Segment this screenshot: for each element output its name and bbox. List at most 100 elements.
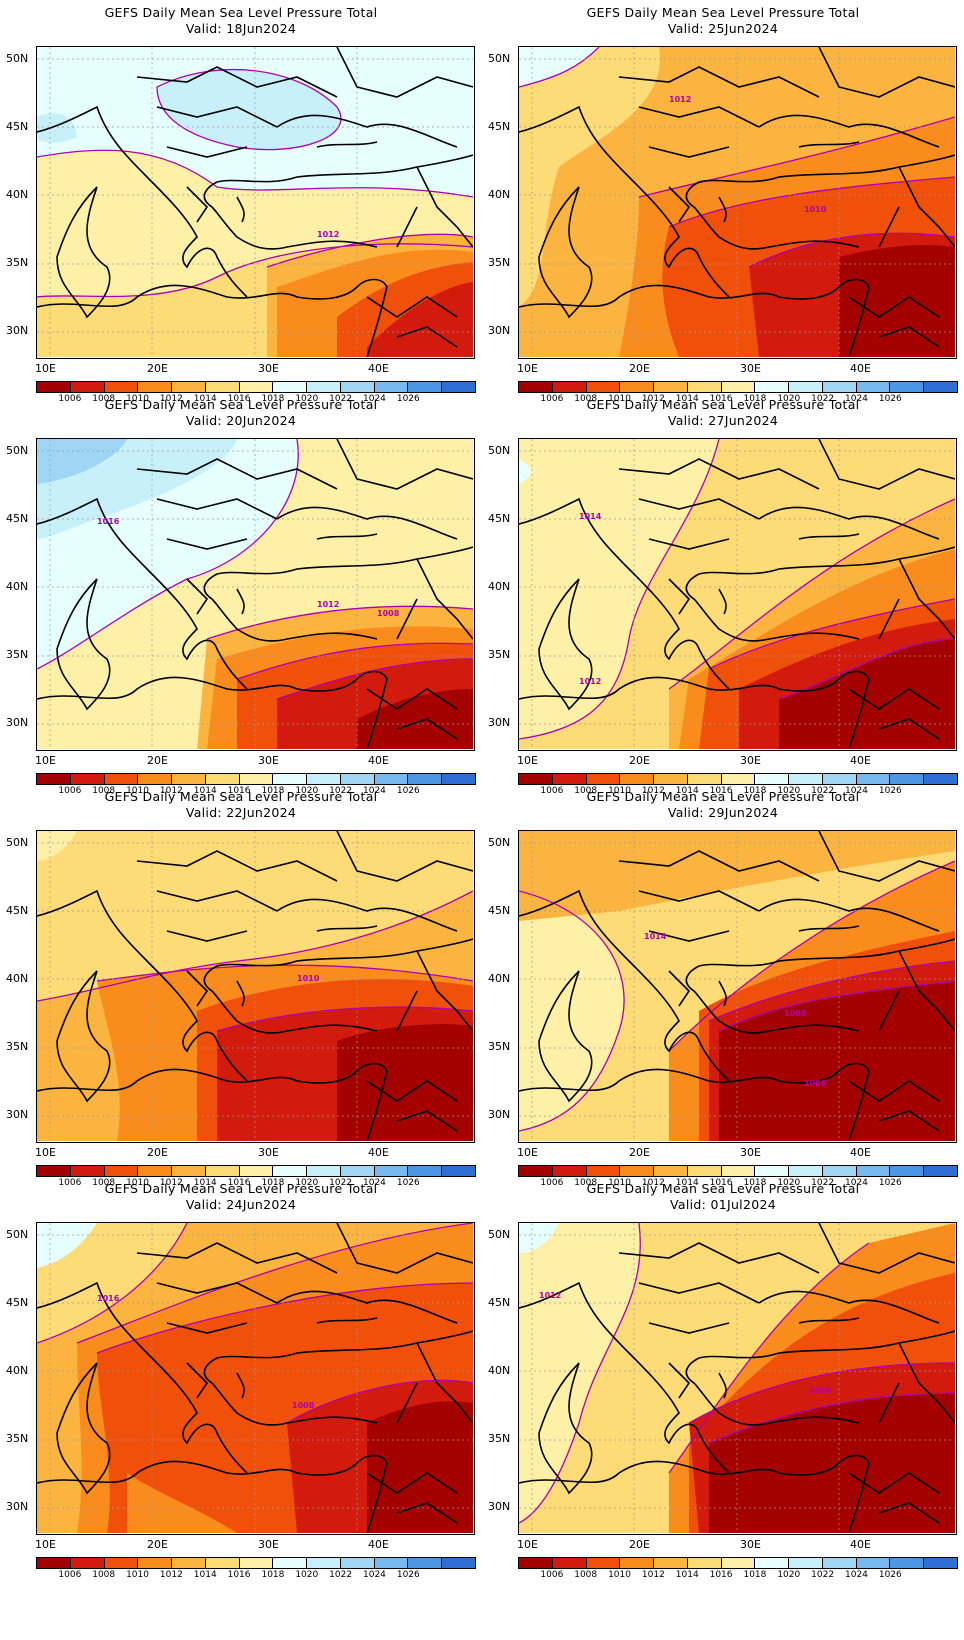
coastline-border: [618, 1242, 820, 1274]
coastline-border: [878, 206, 900, 248]
latitude-label: 50N: [6, 1228, 29, 1241]
colorbar-swatch: [654, 1558, 688, 1568]
coastline-border: [37, 1281, 248, 1474]
panel-title: GEFS Daily Mean Sea Level Pressure Total: [104, 5, 378, 20]
colorbar-swatch: [374, 382, 409, 392]
coastline-border: [216, 154, 473, 183]
coastline-border: [276, 898, 458, 932]
coastline-border: [236, 196, 245, 223]
longitude-label: 40E: [850, 754, 871, 767]
coastline-border: [166, 146, 248, 158]
pressure-map: 1012: [36, 46, 475, 359]
coastline-border: [668, 578, 691, 615]
isobar-line: [76, 1223, 473, 1344]
coastline-border: [186, 186, 209, 223]
coastline-border: [898, 558, 955, 640]
colorbar: [36, 381, 476, 393]
latitude-label: 35N: [6, 648, 29, 661]
coastline-border: [668, 1362, 691, 1399]
colorbar-swatch: [340, 774, 375, 784]
colorbar-label: 1020: [295, 1570, 319, 1580]
isobar-line: [236, 642, 473, 680]
coastline-border: [698, 1330, 955, 1359]
latitude-label: 50N: [488, 444, 511, 457]
pressure-map: 1010: [36, 830, 475, 1143]
colorbar-label: 1026: [878, 1570, 902, 1580]
colorbar-swatch: [822, 1558, 857, 1568]
latitude-label: 30N: [488, 324, 511, 337]
isobar-label: 1014: [644, 932, 667, 941]
colorbar-swatch: [37, 774, 71, 784]
colorbar-swatch: [755, 774, 790, 784]
pressure-fill-region: [779, 639, 955, 749]
colorbar-swatch: [687, 1558, 722, 1568]
latitude-label: 40N: [488, 972, 511, 985]
colorbar-label: 1006: [540, 786, 564, 796]
colorbar-swatch: [890, 382, 925, 392]
coastline-border: [396, 206, 418, 248]
coastline-border: [685, 1357, 860, 1426]
colorbar-swatch: [924, 382, 957, 392]
colorbar: [518, 1165, 958, 1177]
coastline-border: [56, 1362, 111, 1495]
longitude-label: 40E: [850, 1146, 871, 1159]
coastline-border: [848, 1462, 870, 1533]
colorbar-swatch: [239, 774, 274, 784]
isobar-line: [519, 47, 600, 88]
isobar-line: [718, 980, 955, 1032]
coastline-border: [798, 141, 860, 148]
colorbar-label: 1014: [193, 394, 217, 404]
colorbar-label: 1020: [777, 786, 801, 796]
coastline-border: [366, 1070, 388, 1141]
colorbar-swatch: [552, 1166, 587, 1176]
isobar-label: 1008: [784, 1009, 807, 1018]
coastline-border: [56, 578, 111, 711]
coastline-border: [37, 889, 248, 1082]
isobar-label: 1012: [317, 230, 339, 239]
colorbar: [518, 773, 958, 785]
panel-title: GEFS Daily Mean Sea Level Pressure Total: [104, 1181, 378, 1196]
coastline-border: [685, 573, 860, 642]
latitude-label: 50N: [6, 444, 29, 457]
coastline-border: [396, 718, 458, 740]
coastline-border: [37, 278, 388, 308]
colorbar-label: 1012: [641, 1178, 665, 1188]
coastline-border: [136, 458, 338, 490]
longitude-label: 10E: [35, 362, 56, 375]
longitude-label: 30E: [740, 1538, 761, 1551]
isobar-label: 1012: [539, 1291, 561, 1300]
colorbar-label: 1014: [193, 786, 217, 796]
isobar-line: [37, 243, 473, 298]
coastline-border: [136, 1242, 338, 1274]
colorbar-label: 1018: [743, 394, 767, 404]
isobar-line: [668, 860, 955, 1052]
colorbar-label: 1018: [743, 1570, 767, 1580]
isobar-line: [708, 960, 955, 1022]
longitude-label: 10E: [517, 754, 538, 767]
colorbar-swatch: [374, 1558, 409, 1568]
pressure-fill-region: [519, 1223, 559, 1253]
coastline-border: [668, 970, 691, 1007]
colorbar-label: 1018: [261, 1570, 285, 1580]
isobar-label: 1012: [317, 600, 339, 609]
colorbar-swatch: [586, 774, 621, 784]
coastline-border: [366, 296, 458, 318]
coastline-border: [37, 1454, 388, 1484]
colorbar-label: 1010: [608, 394, 631, 404]
coastline-border: [638, 1282, 760, 1304]
coastline-border: [638, 890, 760, 912]
colorbar-swatch: [104, 382, 139, 392]
panel-title: GEFS Daily Mean Sea Level Pressure Total: [586, 5, 860, 20]
isobar-label: 1016: [97, 1294, 120, 1303]
coastline-border: [758, 506, 940, 540]
longitude-label: 20E: [147, 1538, 168, 1551]
colorbar-label: 1006: [58, 1570, 82, 1580]
colorbar-label: 1016: [227, 1570, 251, 1580]
isobar-line: [668, 1242, 870, 1474]
coastline-border: [416, 1342, 473, 1424]
colorbar-label: 1012: [641, 394, 665, 404]
coastline-border: [37, 497, 248, 690]
colorbar-swatch: [755, 1166, 790, 1176]
colorbar-swatch: [239, 1166, 274, 1176]
longitude-label: 30E: [258, 1146, 279, 1159]
